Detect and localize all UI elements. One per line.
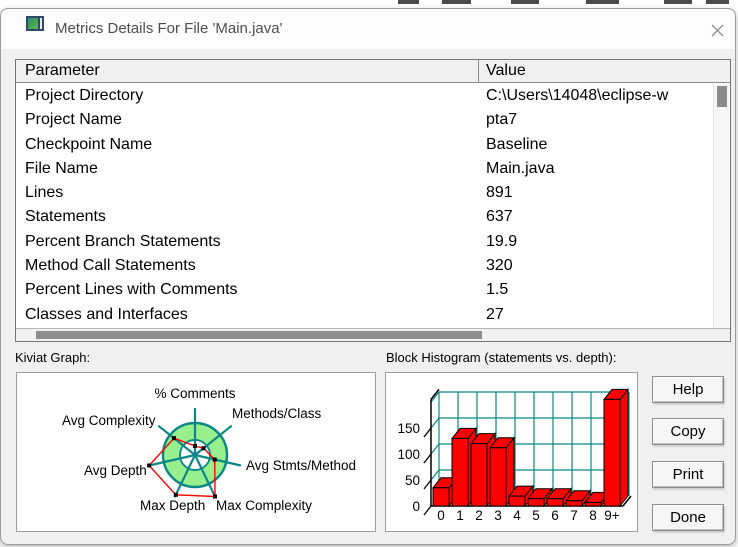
close-button[interactable] — [702, 13, 732, 47]
svg-text:2: 2 — [475, 508, 483, 523]
svg-text:9+: 9+ — [604, 508, 620, 523]
copy-button[interactable]: Copy — [652, 418, 724, 445]
svg-text:3: 3 — [494, 508, 502, 523]
svg-text:7: 7 — [570, 508, 578, 523]
svg-text:Max Depth: Max Depth — [140, 498, 205, 513]
svg-text:50: 50 — [405, 473, 420, 488]
kiviat-graph-label: Kiviat Graph: — [15, 350, 91, 365]
row-parameter: Project Directory — [25, 87, 144, 104]
background-text-fragment — [511, 0, 539, 4]
background-text-fragment — [706, 0, 729, 4]
vertical-scrollbar[interactable] — [713, 84, 729, 328]
svg-text:Avg Depth: Avg Depth — [84, 463, 147, 478]
table-row[interactable]: File Name Main.java — [17, 157, 712, 181]
row-value: C:\Users\14048\eclipse-w — [486, 87, 669, 104]
row-parameter: Classes and Interfaces — [25, 305, 188, 323]
table-header: Parameter Value — [16, 60, 730, 83]
svg-text:Avg Complexity: Avg Complexity — [62, 413, 156, 428]
close-icon — [711, 24, 723, 36]
histogram-panel: 0 50 100 150 0 1 2 3 4 5 6 7 8 9+ — [385, 372, 638, 532]
row-parameter: Percent Branch Statements — [25, 232, 221, 250]
app-icon — [26, 16, 44, 31]
row-value: 637 — [486, 208, 513, 226]
table-row[interactable]: Project Directory C:\Users\14048\eclipse-… — [17, 84, 712, 108]
app-icon-stripe — [38, 18, 42, 29]
svg-text:% Comments: % Comments — [154, 386, 235, 401]
svg-text:Max Complexity: Max Complexity — [216, 498, 312, 513]
title-bar[interactable]: Metrics Details For File 'Main.java' — [1, 9, 735, 49]
row-parameter: Statements — [25, 208, 106, 226]
svg-text:0: 0 — [437, 508, 445, 523]
row-value: 1.5 — [486, 281, 509, 299]
svg-text:4: 4 — [513, 508, 521, 523]
background-text-fragment — [586, 0, 619, 4]
row-parameter: Percent Lines with Comments — [25, 281, 238, 299]
horizontal-scrollbar[interactable] — [16, 328, 730, 341]
svg-text:1: 1 — [456, 508, 464, 523]
row-value: 19.9 — [486, 232, 518, 250]
vertical-scrollbar-thumb[interactable] — [717, 86, 727, 107]
table-row[interactable]: Checkpoint Name Baseline — [17, 133, 712, 157]
column-header-value[interactable]: Value — [486, 62, 526, 79]
row-value: 891 — [486, 184, 513, 202]
metrics-table: Parameter Value Project Directory C:\User… — [15, 59, 731, 342]
table-row[interactable]: Statements 637 — [17, 205, 712, 229]
print-button[interactable]: Print — [652, 461, 724, 488]
kiviat-panel: % Comments Methods/Class Avg Stmts/Method M… — [16, 372, 376, 532]
svg-text:5: 5 — [532, 508, 540, 523]
background-text-fragment — [664, 0, 692, 4]
row-value: pta7 — [486, 111, 518, 129]
row-value: 320 — [486, 257, 513, 275]
kiviat-graph: % Comments Methods/Class Avg Stmts/Method M… — [62, 386, 356, 513]
done-button[interactable]: Done — [652, 504, 724, 531]
help-button[interactable]: Help — [652, 376, 724, 403]
column-divider[interactable] — [478, 60, 479, 83]
row-parameter: Project Name — [25, 111, 122, 129]
column-header-parameter[interactable]: Parameter — [25, 62, 100, 79]
row-value: 27 — [486, 305, 504, 323]
svg-text:8: 8 — [589, 508, 597, 523]
table-row[interactable]: Project Name pta7 — [17, 108, 712, 132]
horizontal-scrollbar-thumb[interactable] — [36, 331, 482, 339]
block-histogram-label: Block Histogram (statements vs. depth): — [386, 350, 617, 365]
metrics-details-dialog: Metrics Details For File 'Main.java' Par… — [0, 8, 736, 545]
background-text-fragment — [442, 0, 471, 4]
row-parameter: File Name — [25, 159, 98, 177]
svg-text:150: 150 — [397, 421, 420, 436]
svg-text:0: 0 — [412, 499, 420, 514]
dialog-title: Metrics Details For File 'Main.java' — [55, 20, 283, 37]
row-value: Main.java — [486, 159, 555, 177]
row-value: Baseline — [486, 135, 548, 153]
table-row[interactable]: Method Call Statements 320 — [17, 254, 712, 278]
svg-text:6: 6 — [551, 508, 559, 523]
svg-text:100: 100 — [397, 447, 420, 462]
table-row[interactable]: Percent Lines with Comments 1.5 — [17, 278, 712, 302]
table-row[interactable]: Percent Branch Statements 19.9 — [17, 230, 712, 254]
svg-text:Methods/Class: Methods/Class — [232, 406, 322, 421]
row-parameter: Method Call Statements — [25, 257, 196, 275]
table-row[interactable]: Classes and Interfaces 27 — [17, 303, 712, 327]
row-parameter: Lines — [25, 184, 64, 202]
table-body: Project Directory C:\Users\14048\eclipse-… — [17, 84, 712, 327]
background-text-fragment — [398, 0, 419, 4]
svg-text:Avg Stmts/Method: Avg Stmts/Method — [246, 458, 356, 473]
row-parameter: Checkpoint Name — [25, 135, 153, 153]
table-row[interactable]: Lines 891 — [17, 181, 712, 205]
